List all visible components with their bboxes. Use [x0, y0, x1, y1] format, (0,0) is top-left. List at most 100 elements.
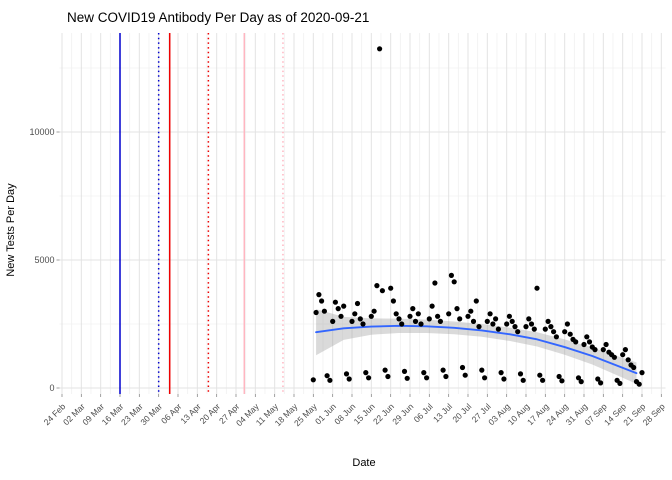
data-point: [479, 367, 485, 373]
data-point: [600, 347, 606, 353]
data-point: [341, 303, 347, 309]
data-point: [534, 285, 540, 291]
data-point: [603, 341, 609, 348]
data-point: [493, 316, 499, 322]
data-point: [377, 46, 383, 52]
y-tick-label: 0: [49, 383, 54, 393]
x-tick-label: 28 Sep: [641, 401, 667, 427]
data-point: [545, 318, 551, 324]
data-point: [575, 375, 582, 381]
data-point: [482, 375, 488, 381]
data-point: [399, 321, 405, 327]
data-point: [551, 329, 557, 335]
data-point: [390, 298, 396, 304]
data-point: [432, 280, 438, 286]
data-point: [385, 373, 391, 380]
data-point: [421, 370, 427, 376]
data-point: [393, 311, 399, 317]
data-point: [404, 375, 410, 381]
data-point: [374, 283, 380, 289]
data-point: [512, 324, 518, 330]
data-point: [327, 377, 333, 383]
data-point: [523, 324, 529, 330]
data-point: [584, 334, 590, 340]
data-point: [349, 318, 355, 324]
data-point: [459, 364, 466, 371]
data-point: [592, 347, 598, 353]
x-tick-label: 13 Jul: [431, 401, 454, 424]
data-point: [437, 318, 443, 324]
data-point: [520, 377, 526, 383]
data-point: [559, 378, 565, 384]
data-point: [368, 313, 374, 319]
data-point: [319, 298, 325, 304]
data-point: [357, 316, 363, 322]
data-point: [379, 288, 385, 294]
data-point: [363, 370, 369, 376]
data-point: [617, 380, 623, 386]
data-point: [578, 379, 584, 385]
data-point: [446, 311, 452, 317]
data-point: [567, 331, 573, 337]
data-point: [330, 318, 336, 324]
data-point: [562, 329, 568, 335]
x-tick-label: 30 Mar: [138, 401, 164, 427]
data-point: [625, 357, 631, 363]
data-point: [548, 324, 554, 330]
data-point: [343, 371, 350, 377]
data-point: [366, 375, 372, 381]
data-point: [443, 373, 449, 380]
data-point: [440, 367, 446, 373]
data-point: [335, 306, 341, 312]
data-point: [490, 321, 496, 327]
data-point: [553, 334, 560, 340]
data-point: [448, 272, 454, 278]
data-point: [354, 300, 361, 307]
x-tick-label: 25 May: [292, 401, 319, 428]
data-point: [462, 372, 468, 378]
data-point: [310, 377, 316, 383]
data-point: [581, 341, 587, 348]
data-point: [338, 313, 344, 319]
data-point: [410, 306, 416, 312]
data-point: [556, 373, 562, 380]
data-point: [424, 375, 430, 381]
data-point: [468, 308, 474, 314]
data-point: [487, 311, 493, 317]
data-point: [465, 313, 471, 319]
data-point: [501, 376, 507, 382]
data-point: [412, 318, 419, 324]
data-point: [316, 292, 322, 298]
data-point: [495, 326, 501, 332]
data-point: [540, 377, 546, 383]
y-axis-title: New Tests Per Day: [5, 183, 17, 277]
data-point: [324, 373, 330, 379]
y-tick-label: 5000: [34, 255, 54, 265]
data-point: [509, 318, 515, 324]
x-tick-label: 20 Jul: [450, 401, 473, 424]
x-tick-label: 13 Apr: [178, 401, 203, 426]
data-point: [396, 316, 402, 322]
smooth-ribbon: [316, 309, 637, 384]
x-tick-label: 29 Jun: [390, 401, 415, 426]
data-point: [382, 367, 388, 373]
data-point: [352, 311, 358, 317]
x-tick-label: 06 Jul: [412, 401, 435, 424]
data-point: [313, 309, 319, 316]
data-point: [415, 311, 421, 317]
data-point: [537, 372, 543, 378]
smooth-line: [315, 324, 638, 375]
y-tick-label: 10000: [29, 127, 54, 137]
data-point: [517, 371, 524, 377]
data-point: [586, 339, 593, 345]
data-point: [595, 376, 601, 382]
data-point: [454, 306, 460, 312]
data-point: [631, 364, 637, 371]
data-point: [506, 313, 512, 319]
data-point: [526, 316, 532, 322]
data-point: [639, 370, 645, 376]
data-point: [476, 324, 482, 330]
data-point: [498, 370, 504, 376]
